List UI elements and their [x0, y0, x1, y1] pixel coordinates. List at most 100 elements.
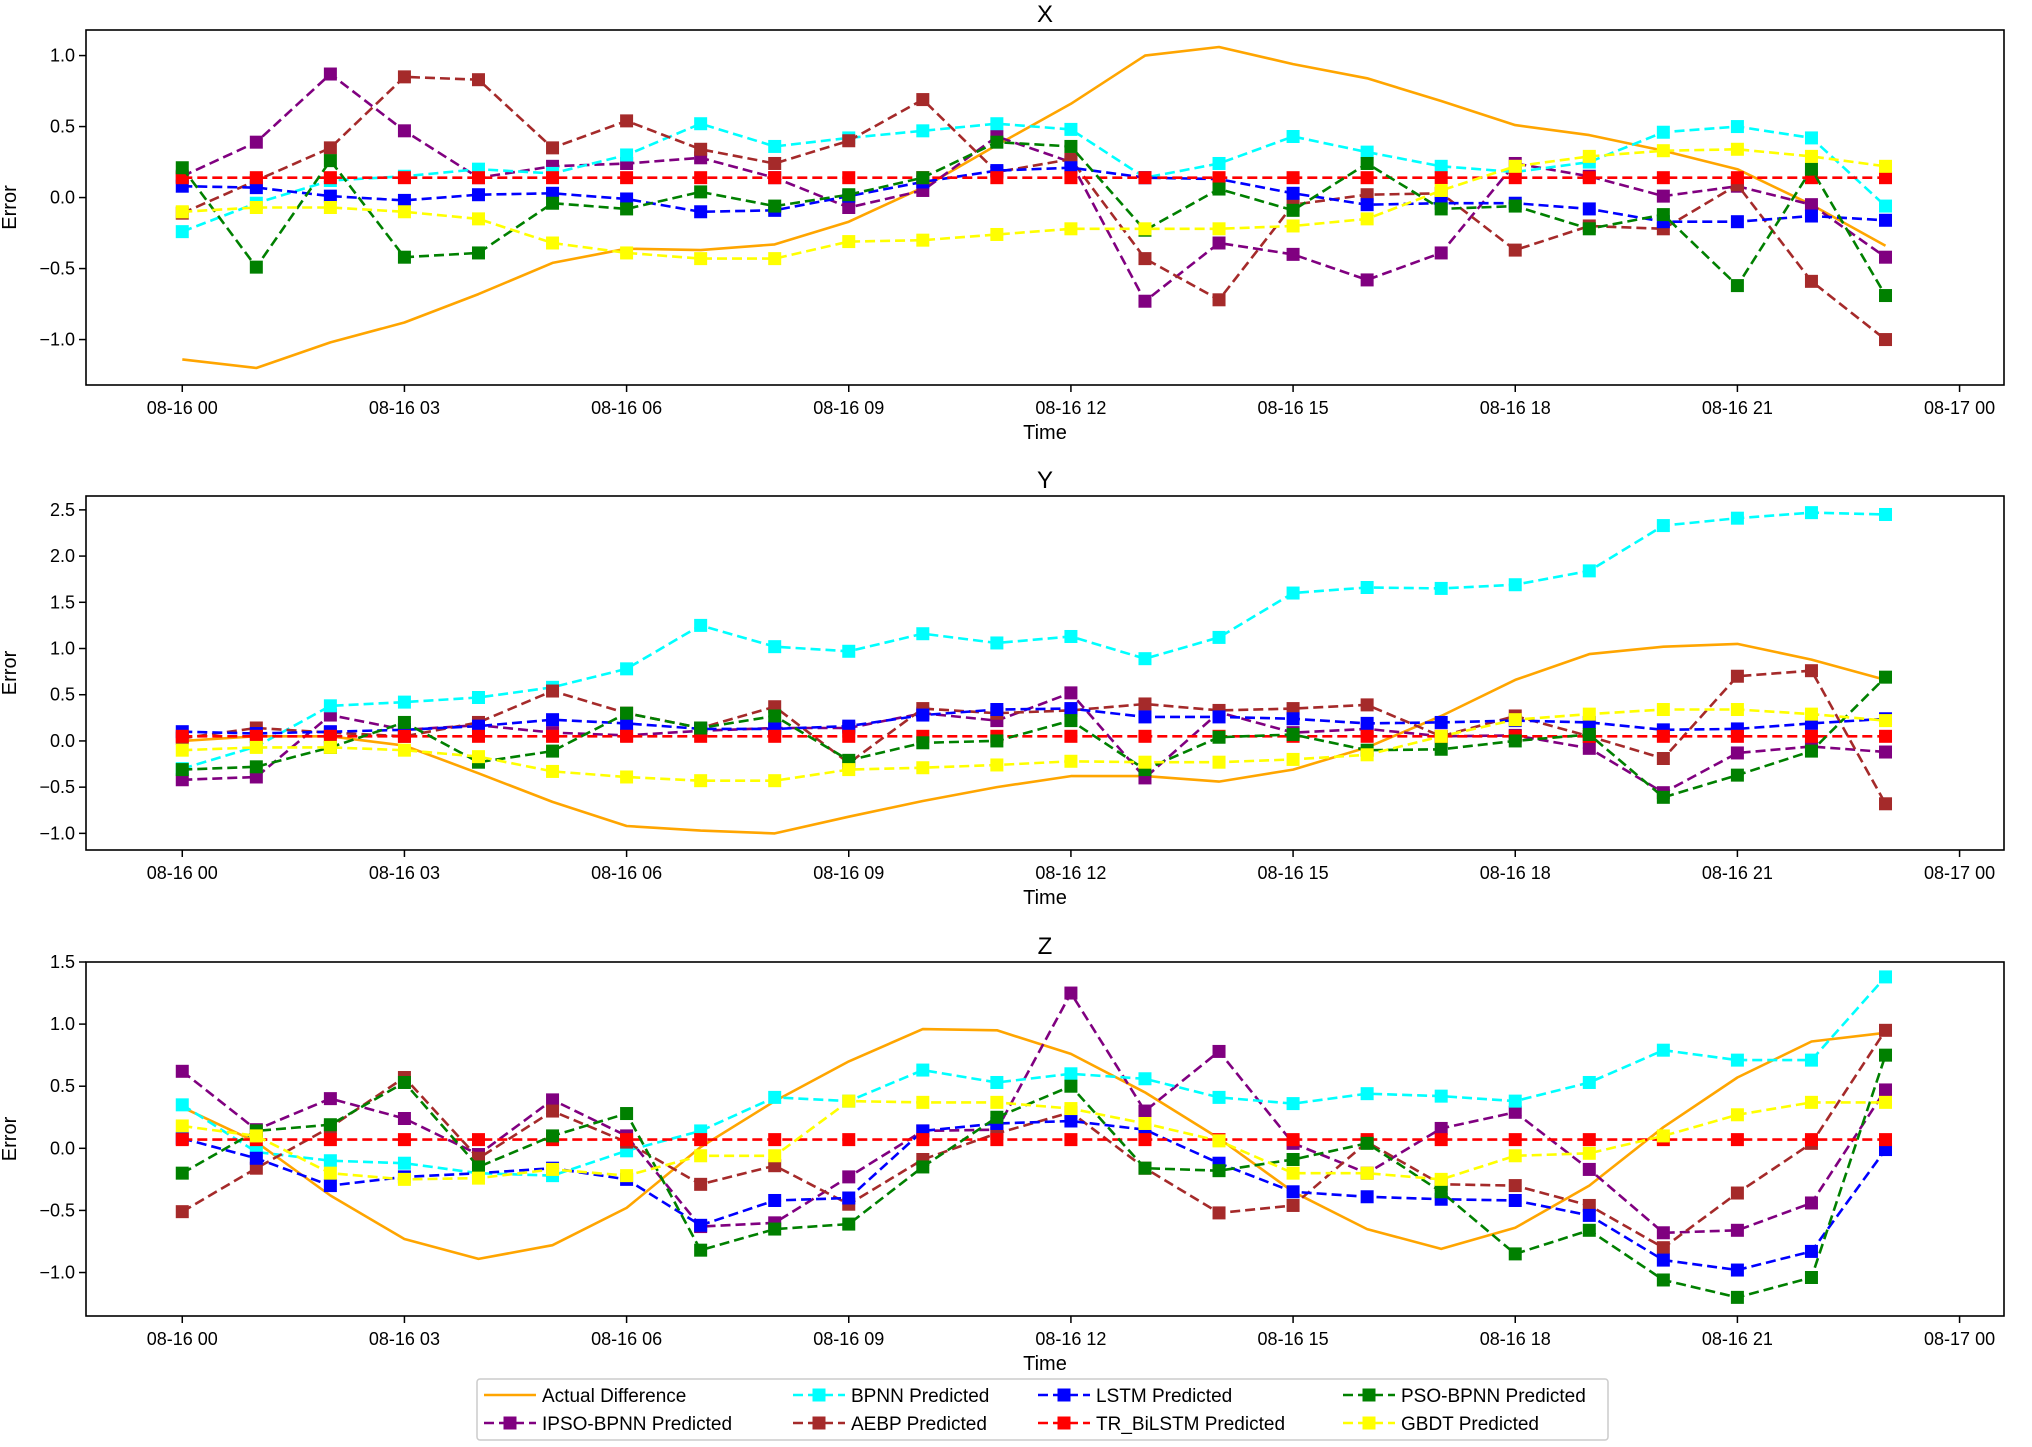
series-actual	[182, 45, 1887, 370]
x-tick-label: 08-16 18	[1480, 863, 1551, 883]
data-point-bpnn	[1434, 1089, 1448, 1103]
data-point-trbilstm	[1508, 1133, 1522, 1147]
data-point-gbdt	[1730, 1108, 1744, 1122]
legend-marker-ipso	[503, 1416, 517, 1430]
data-point-trbilstm	[620, 171, 634, 185]
data-point-ipso	[1508, 1105, 1522, 1119]
data-point-trbilstm	[1064, 1133, 1078, 1147]
data-point-gbdt	[1064, 754, 1078, 768]
data-point-aebp	[1138, 252, 1152, 266]
data-point-trbilstm	[1138, 729, 1152, 743]
data-point-aebp	[1656, 1241, 1670, 1255]
data-point-lstm	[1360, 198, 1374, 212]
x-tick-label: 08-16 09	[813, 863, 884, 883]
data-point-ipso	[249, 770, 263, 784]
x-tick-label: 08-16 03	[369, 863, 440, 883]
data-point-trbilstm	[694, 1133, 708, 1147]
data-point-bpnn	[1286, 586, 1300, 600]
data-point-gbdt	[546, 236, 560, 250]
data-point-bpnn	[1730, 120, 1744, 134]
data-point-trbilstm	[1730, 729, 1744, 743]
y-tick-label: −1.0	[39, 1263, 75, 1283]
data-point-bpnn	[1804, 506, 1818, 520]
data-point-gbdt	[842, 1094, 856, 1108]
series-line-psobpnn	[181, 140, 1887, 297]
legend-entry-psobpnn: PSO-BPNN Predicted	[1343, 1386, 1586, 1407]
data-point-lstm	[990, 703, 1004, 717]
data-point-bpnn	[1212, 630, 1226, 644]
data-point-trbilstm	[323, 171, 337, 185]
data-point-ipso	[1064, 986, 1078, 1000]
data-point-trbilstm	[1360, 171, 1374, 185]
x-tick-label: 08-16 06	[591, 1329, 662, 1349]
y-tick-label: −0.5	[39, 777, 75, 797]
data-point-psobpnn	[1582, 222, 1596, 236]
data-point-psobpnn	[546, 1129, 560, 1143]
series-actual	[181, 1027, 1886, 1261]
data-point-gbdt	[1804, 1095, 1818, 1109]
legend-marker-trbilstm	[1057, 1416, 1071, 1430]
data-point-trbilstm	[471, 1133, 485, 1147]
legend-entry-aebp: AEBP Predicted	[793, 1414, 987, 1435]
data-point-psobpnn	[620, 706, 634, 720]
data-point-gbdt	[249, 740, 263, 754]
data-point-psobpnn	[620, 1107, 634, 1121]
x-tick-label: 08-16 15	[1258, 398, 1329, 418]
data-point-ipso	[1582, 1162, 1596, 1176]
legend-entry-actual: Actual Difference	[484, 1386, 686, 1407]
x-tick-label: 08-16 15	[1258, 1329, 1329, 1349]
data-point-bpnn	[768, 1090, 782, 1104]
series-aebp	[175, 70, 1893, 347]
series-line-psobpnn	[181, 1054, 1887, 1299]
data-point-trbilstm	[249, 171, 263, 185]
series-line-lstm	[182, 166, 1886, 223]
data-point-bpnn	[1138, 652, 1152, 666]
series-line-aebp	[181, 1029, 1887, 1249]
data-point-psobpnn	[1879, 289, 1893, 303]
data-point-psobpnn	[1360, 156, 1374, 170]
data-point-psobpnn	[1804, 162, 1818, 176]
data-point-gbdt	[175, 743, 189, 757]
data-point-gbdt	[1434, 729, 1448, 743]
data-point-psobpnn	[916, 1160, 930, 1174]
data-point-gbdt	[768, 1149, 782, 1163]
data-point-lstm	[471, 188, 485, 202]
data-point-gbdt	[471, 1171, 485, 1185]
data-point-bpnn	[1286, 130, 1300, 143]
x-tick-label: 08-16 03	[369, 398, 440, 418]
data-point-bpnn	[1212, 1090, 1226, 1104]
data-point-bpnn	[1064, 122, 1078, 136]
legend-marker-bpnn	[812, 1388, 826, 1402]
data-point-gbdt	[842, 235, 856, 249]
data-point-trbilstm	[546, 729, 560, 743]
x-axis-label: Time	[1023, 887, 1067, 909]
data-point-gbdt	[1508, 159, 1522, 173]
data-point-gbdt	[1879, 159, 1893, 173]
chart-title: Z	[1038, 933, 1053, 960]
data-point-gbdt	[1508, 713, 1522, 727]
data-point-lstm	[620, 716, 634, 730]
data-point-lstm	[1212, 710, 1226, 724]
series-line-gbdt	[182, 148, 1886, 260]
data-point-trbilstm	[1434, 1133, 1448, 1147]
data-point-gbdt	[1656, 144, 1670, 158]
data-point-bpnn	[768, 640, 782, 654]
data-point-bpnn	[620, 148, 634, 162]
y-tick-label: −0.5	[39, 1200, 75, 1220]
data-point-lstm	[471, 719, 485, 733]
chart-title: X	[1037, 1, 1053, 28]
data-point-trbilstm	[1879, 729, 1893, 743]
data-point-ipso	[1656, 189, 1670, 203]
data-point-aebp	[249, 1161, 263, 1175]
x-tick-label: 08-16 03	[369, 1329, 440, 1349]
x-tick-label: 08-16 06	[591, 398, 662, 418]
legend: Actual Difference IPSO-BPNN Predicted BPNN…	[476, 1378, 1609, 1441]
series-actual	[182, 642, 1886, 835]
x-tick-label: 08-16 00	[147, 863, 218, 883]
series-line-actual	[182, 642, 1886, 835]
data-point-psobpnn	[1656, 1273, 1670, 1287]
legend-label-bpnn: BPNN Predicted	[851, 1386, 989, 1407]
data-point-ipso	[175, 773, 189, 787]
data-point-aebp	[546, 1104, 560, 1118]
data-point-gbdt	[1434, 1172, 1448, 1186]
